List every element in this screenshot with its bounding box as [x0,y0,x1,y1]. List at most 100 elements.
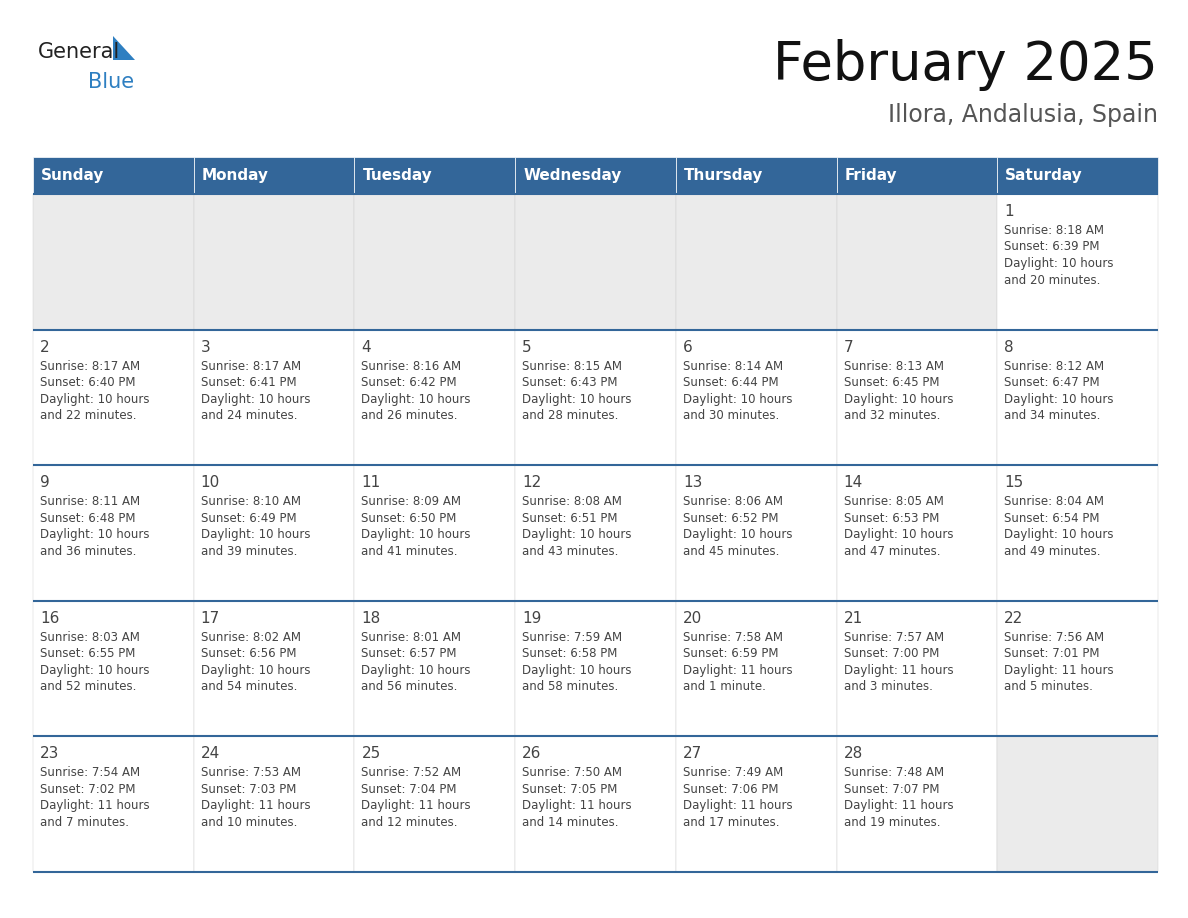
Text: 17: 17 [201,610,220,626]
Bar [516,465,676,600]
Text: Sunrise: 8:02 AM: Sunrise: 8:02 AM [201,631,301,644]
Text: and 24 minutes.: and 24 minutes. [201,409,297,422]
Text: Daylight: 11 hours: Daylight: 11 hours [361,800,472,812]
Text: 24: 24 [201,746,220,761]
Text: Sunrise: 8:12 AM: Sunrise: 8:12 AM [1004,360,1105,373]
Text: Daylight: 10 hours: Daylight: 10 hours [523,528,632,542]
Text: and 19 minutes.: and 19 minutes. [843,816,940,829]
Text: Daylight: 10 hours: Daylight: 10 hours [1004,393,1114,406]
Bar [676,736,836,872]
Text: and 47 minutes.: and 47 minutes. [843,544,940,558]
Text: 2: 2 [40,340,50,354]
Text: and 52 minutes.: and 52 minutes. [40,680,137,693]
Text: Sunset: 6:45 PM: Sunset: 6:45 PM [843,376,939,389]
Bar [33,330,194,465]
Text: Sunset: 7:05 PM: Sunset: 7:05 PM [523,783,618,796]
Text: Sunset: 6:53 PM: Sunset: 6:53 PM [843,511,939,525]
Text: and 32 minutes.: and 32 minutes. [843,409,940,422]
Text: Sunrise: 7:57 AM: Sunrise: 7:57 AM [843,631,943,644]
Bar [676,465,836,600]
Text: Sunset: 7:02 PM: Sunset: 7:02 PM [40,783,135,796]
Bar [33,465,194,600]
Text: Sunrise: 8:17 AM: Sunrise: 8:17 AM [201,360,301,373]
Bar [836,600,997,736]
Text: and 34 minutes.: and 34 minutes. [1004,409,1100,422]
Text: Sunset: 6:58 PM: Sunset: 6:58 PM [523,647,618,660]
Text: 12: 12 [523,476,542,490]
Text: Sunrise: 8:18 AM: Sunrise: 8:18 AM [1004,224,1105,237]
Bar [354,330,516,465]
Text: and 7 minutes.: and 7 minutes. [40,816,129,829]
Text: 15: 15 [1004,476,1024,490]
Bar [676,157,836,194]
Text: and 45 minutes.: and 45 minutes. [683,544,779,558]
Text: Thursday: Thursday [684,168,763,183]
Bar [354,600,516,736]
Text: Daylight: 10 hours: Daylight: 10 hours [1004,257,1114,270]
Text: Sunset: 6:49 PM: Sunset: 6:49 PM [201,511,296,525]
Text: 11: 11 [361,476,380,490]
Text: Sunrise: 8:08 AM: Sunrise: 8:08 AM [523,495,623,509]
Text: February 2025: February 2025 [773,39,1158,91]
Text: Sunset: 7:00 PM: Sunset: 7:00 PM [843,647,939,660]
Text: Daylight: 11 hours: Daylight: 11 hours [40,800,150,812]
Text: 3: 3 [201,340,210,354]
Bar [997,465,1158,600]
Text: Sunset: 6:57 PM: Sunset: 6:57 PM [361,647,457,660]
Text: Sunset: 7:07 PM: Sunset: 7:07 PM [843,783,939,796]
Text: and 28 minutes.: and 28 minutes. [523,409,619,422]
Text: Sunrise: 7:59 AM: Sunrise: 7:59 AM [523,631,623,644]
Text: and 39 minutes.: and 39 minutes. [201,544,297,558]
Text: Sunset: 6:44 PM: Sunset: 6:44 PM [683,376,778,389]
Text: Daylight: 10 hours: Daylight: 10 hours [40,664,150,677]
Text: Sunset: 6:51 PM: Sunset: 6:51 PM [523,511,618,525]
Bar [997,736,1158,872]
Text: Daylight: 11 hours: Daylight: 11 hours [201,800,310,812]
Text: Sunset: 6:48 PM: Sunset: 6:48 PM [40,511,135,525]
Text: Daylight: 10 hours: Daylight: 10 hours [843,528,953,542]
Text: Sunrise: 8:16 AM: Sunrise: 8:16 AM [361,360,462,373]
Text: Daylight: 10 hours: Daylight: 10 hours [201,528,310,542]
Text: Sunrise: 8:15 AM: Sunrise: 8:15 AM [523,360,623,373]
Bar [194,330,354,465]
Text: Daylight: 10 hours: Daylight: 10 hours [683,393,792,406]
Bar [354,465,516,600]
Bar [836,465,997,600]
Text: Sunrise: 8:11 AM: Sunrise: 8:11 AM [40,495,140,509]
Text: Sunrise: 7:50 AM: Sunrise: 7:50 AM [523,767,623,779]
Bar [997,600,1158,736]
Text: 13: 13 [683,476,702,490]
Text: 22: 22 [1004,610,1024,626]
Text: Sunday: Sunday [42,168,105,183]
Text: and 1 minute.: and 1 minute. [683,680,766,693]
Text: 1: 1 [1004,204,1013,219]
Text: 16: 16 [40,610,59,626]
Text: Sunrise: 8:09 AM: Sunrise: 8:09 AM [361,495,461,509]
Text: and 26 minutes.: and 26 minutes. [361,409,457,422]
Bar [836,736,997,872]
Bar [676,330,836,465]
Text: and 12 minutes.: and 12 minutes. [361,816,457,829]
Text: Sunset: 6:41 PM: Sunset: 6:41 PM [201,376,296,389]
Text: and 36 minutes.: and 36 minutes. [40,544,137,558]
Text: Daylight: 10 hours: Daylight: 10 hours [40,393,150,406]
Text: Sunrise: 8:01 AM: Sunrise: 8:01 AM [361,631,461,644]
Text: Monday: Monday [202,168,268,183]
Text: 20: 20 [683,610,702,626]
Bar [516,736,676,872]
Text: 18: 18 [361,610,380,626]
Polygon shape [113,36,135,60]
Text: Sunrise: 8:14 AM: Sunrise: 8:14 AM [683,360,783,373]
Bar [33,157,194,194]
Bar [194,600,354,736]
Bar [354,736,516,872]
Text: Sunrise: 8:03 AM: Sunrise: 8:03 AM [40,631,140,644]
Bar [354,157,516,194]
Text: Daylight: 10 hours: Daylight: 10 hours [40,528,150,542]
Bar [516,157,676,194]
Text: 6: 6 [683,340,693,354]
Text: 8: 8 [1004,340,1013,354]
Text: Sunrise: 8:05 AM: Sunrise: 8:05 AM [843,495,943,509]
Text: Sunrise: 7:53 AM: Sunrise: 7:53 AM [201,767,301,779]
Text: and 58 minutes.: and 58 minutes. [523,680,619,693]
